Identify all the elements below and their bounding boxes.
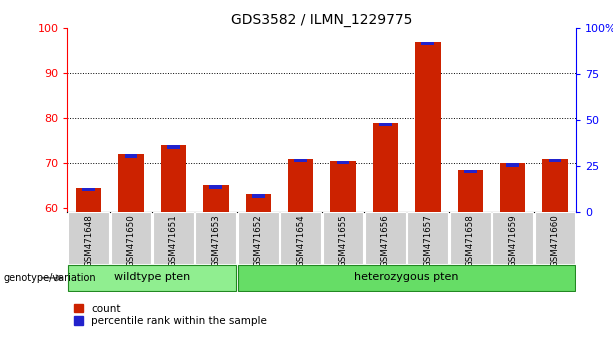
Bar	[506, 163, 519, 167]
Bar	[492, 212, 533, 264]
Bar	[238, 265, 576, 291]
Bar	[500, 163, 525, 212]
Text: GSM471654: GSM471654	[296, 214, 305, 267]
Bar	[68, 265, 236, 291]
Text: heterozygous pten: heterozygous pten	[354, 272, 459, 282]
Text: GSM471650: GSM471650	[126, 214, 135, 267]
Bar	[196, 212, 236, 264]
Bar	[535, 212, 576, 264]
Bar	[288, 159, 313, 212]
Bar	[464, 170, 476, 173]
Bar	[153, 212, 194, 264]
Bar	[543, 159, 568, 212]
Bar	[111, 212, 151, 264]
Bar	[365, 212, 406, 264]
Bar	[280, 212, 321, 264]
Text: GSM471658: GSM471658	[466, 214, 474, 267]
Title: GDS3582 / ILMN_1229775: GDS3582 / ILMN_1229775	[231, 13, 413, 27]
Bar	[422, 42, 434, 45]
Bar	[238, 212, 278, 264]
Text: GSM471660: GSM471660	[550, 214, 560, 267]
Bar	[82, 188, 95, 191]
Text: GSM471652: GSM471652	[254, 214, 263, 267]
Bar	[118, 154, 143, 212]
Bar	[330, 161, 356, 212]
Bar	[379, 122, 392, 126]
Bar	[161, 145, 186, 212]
Bar	[68, 212, 109, 264]
Text: GSM471651: GSM471651	[169, 214, 178, 267]
Bar	[549, 159, 562, 162]
Bar	[322, 212, 364, 264]
Text: GSM471659: GSM471659	[508, 214, 517, 267]
Bar	[450, 212, 490, 264]
Bar	[294, 159, 307, 162]
Bar	[373, 122, 398, 212]
Bar	[167, 145, 180, 149]
Bar	[203, 185, 229, 212]
Bar	[76, 188, 101, 212]
Text: GSM471657: GSM471657	[424, 214, 432, 267]
Text: wildtype pten: wildtype pten	[114, 272, 191, 282]
Bar	[124, 154, 137, 158]
Text: GSM471648: GSM471648	[84, 214, 93, 267]
Text: GSM471655: GSM471655	[338, 214, 348, 267]
Text: GSM471656: GSM471656	[381, 214, 390, 267]
Bar	[415, 42, 441, 212]
Legend: count, percentile rank within the sample: count, percentile rank within the sample	[72, 303, 268, 327]
Bar	[210, 185, 222, 189]
Bar	[408, 212, 448, 264]
Bar	[245, 194, 271, 212]
Bar	[252, 194, 265, 198]
Bar	[457, 170, 483, 212]
Text: GSM471653: GSM471653	[211, 214, 220, 267]
Bar	[337, 161, 349, 164]
Text: genotype/variation: genotype/variation	[3, 273, 96, 283]
